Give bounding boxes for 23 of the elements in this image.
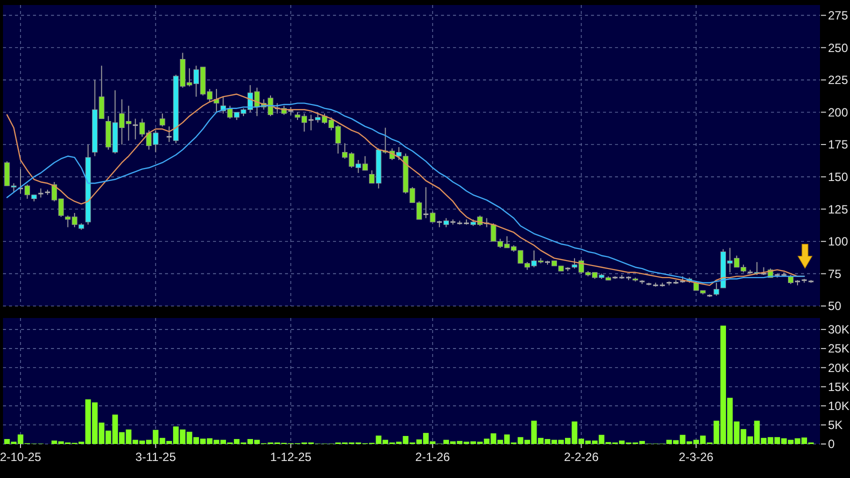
x-tick-label: 2-2-26 <box>564 450 599 464</box>
y-tick-label: 75 <box>828 266 842 281</box>
y-tick-label: 5K <box>828 418 843 432</box>
x-tick-label: 1-12-25 <box>270 450 312 464</box>
x-tick-label: 3-11-25 <box>135 450 176 464</box>
y-tick-label: 0 <box>828 437 835 452</box>
y-tick-label: 150 <box>828 170 848 184</box>
y-tick-label: 125 <box>828 202 848 216</box>
x-tick-label: 2-3-26 <box>678 450 714 464</box>
y-tick-label: 100 <box>828 234 848 249</box>
y-tick-label: 25K <box>828 342 850 356</box>
y-tick-label: 10K <box>828 399 850 414</box>
y-tick-label: 275 <box>828 8 848 23</box>
y-tick-label: 175 <box>828 138 848 152</box>
y-tick-label: 15K <box>828 380 850 394</box>
y-tick-label: 20K <box>828 360 850 375</box>
x-tick-label: 2-10-25 <box>0 450 42 464</box>
y-tick-label: 200 <box>828 105 848 120</box>
y-tick-label: 50 <box>828 299 842 314</box>
y-tick-label: 30K <box>828 322 850 337</box>
x-tick-label: 2-1-26 <box>415 450 450 464</box>
y-tick-label: 225 <box>828 73 848 88</box>
y-tick-label: 250 <box>828 40 848 55</box>
